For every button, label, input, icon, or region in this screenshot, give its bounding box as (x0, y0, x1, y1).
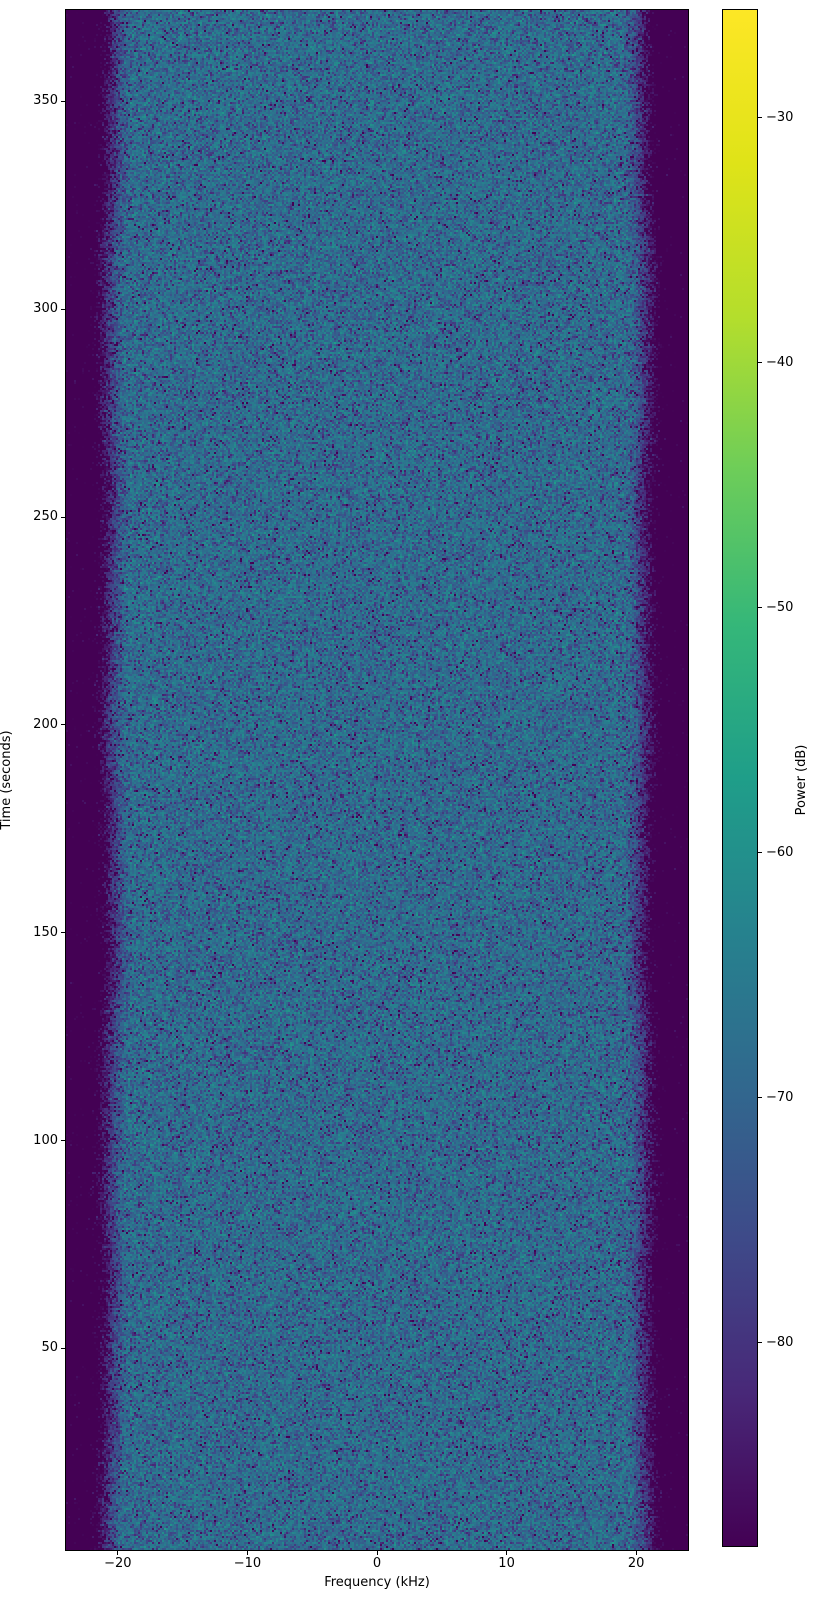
colorbar-tick-label: −60 (766, 844, 793, 862)
x-tick-label: 10 (477, 1555, 537, 1573)
colorbar-tick-mark (758, 1342, 762, 1343)
y-tick-label: 200 (0, 716, 58, 734)
x-tick-label: −20 (88, 1555, 148, 1573)
x-tick-label: 0 (347, 1555, 407, 1573)
y-tick-mark (61, 1140, 65, 1141)
y-tick-label: 350 (0, 92, 58, 110)
plot-area (65, 9, 689, 1551)
colorbar-tick-label: −40 (766, 354, 793, 372)
y-tick-label: 150 (0, 924, 58, 942)
x-tick-label: 20 (606, 1555, 666, 1573)
spectrogram-figure: Frequency (kHz) Time (seconds) Power (dB… (0, 0, 823, 1603)
y-tick-label: 250 (0, 508, 58, 526)
x-tick-label: −10 (217, 1555, 277, 1573)
y-tick-mark (61, 101, 65, 102)
colorbar-label: Power (dB) (792, 670, 812, 890)
colorbar-tick-mark (758, 362, 762, 363)
colorbar-tick-mark (758, 1097, 762, 1098)
y-tick-mark (61, 932, 65, 933)
colorbar-tick-label: −70 (766, 1089, 793, 1107)
y-tick-label: 100 (0, 1132, 58, 1150)
y-tick-label: 300 (0, 300, 58, 318)
colorbar (722, 9, 758, 1547)
colorbar-tick-mark (758, 117, 762, 118)
y-tick-label: 50 (0, 1339, 58, 1357)
colorbar-tick-mark (758, 607, 762, 608)
colorbar-tick-label: −50 (766, 599, 793, 617)
colorbar-tick-label: −80 (766, 1334, 793, 1352)
colorbar-tick-label: −30 (766, 109, 793, 127)
spectrogram-heatmap (66, 10, 688, 1550)
y-tick-mark (61, 1348, 65, 1349)
y-tick-mark (61, 724, 65, 725)
colorbar-tick-mark (758, 852, 762, 853)
x-axis-label: Frequency (kHz) (227, 1573, 527, 1593)
y-axis-label: Time (seconds) (0, 670, 17, 890)
y-tick-mark (61, 517, 65, 518)
y-tick-mark (61, 309, 65, 310)
